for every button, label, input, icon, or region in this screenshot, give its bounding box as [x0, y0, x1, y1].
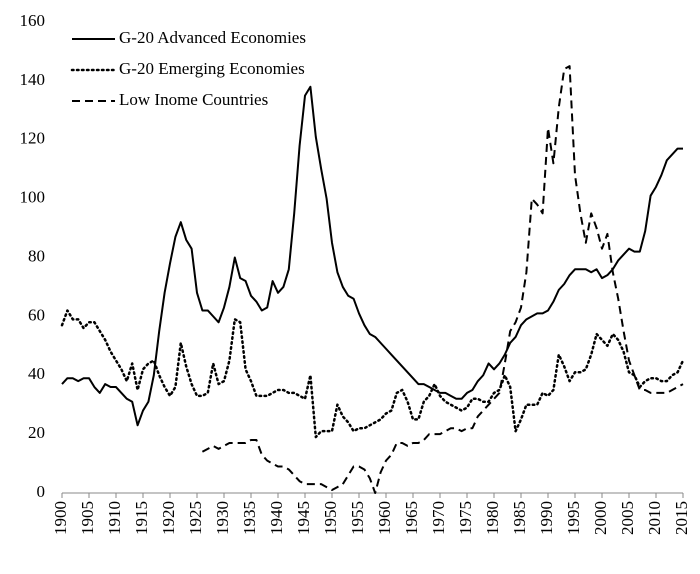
- x-tick-label: 1925: [186, 501, 205, 535]
- x-tick-label: 1905: [78, 501, 97, 535]
- x-tick-label: 1960: [375, 501, 394, 535]
- x-tick-label: 1955: [348, 501, 367, 535]
- x-tick-label: 2015: [672, 501, 691, 535]
- y-tick-label: 40: [28, 364, 45, 383]
- x-tick-label: 1990: [537, 501, 556, 535]
- y-tick-label: 100: [20, 188, 46, 207]
- series-line: [61, 85, 683, 427]
- x-tick-label: 1965: [402, 501, 421, 535]
- x-tick-label: 1940: [267, 501, 286, 535]
- x-tick-label: 1900: [51, 501, 70, 535]
- y-tick-label: 20: [28, 423, 45, 442]
- series-line: [201, 65, 684, 494]
- y-tick-label: 80: [28, 246, 45, 265]
- y-tick-label: 120: [20, 129, 46, 148]
- y-tick-label: 0: [37, 482, 46, 501]
- x-tick-label: 2000: [591, 501, 610, 535]
- x-tick-label: 1985: [510, 501, 529, 535]
- x-tick-label: 2010: [645, 501, 664, 535]
- x-tick-label: 2005: [618, 501, 637, 535]
- x-tick-label: 1975: [456, 501, 475, 535]
- x-tick-label: 1945: [294, 501, 313, 535]
- legend-label: G-20 Advanced Economies: [119, 28, 306, 47]
- x-tick-label: 1995: [564, 501, 583, 535]
- y-tick-label: 60: [28, 305, 45, 324]
- series-line: [60, 309, 685, 439]
- y-tick-label: 160: [20, 11, 46, 30]
- y-tick-label: 140: [20, 70, 46, 89]
- x-tick-label: 1970: [429, 501, 448, 535]
- legend-label: G-20 Emerging Economies: [119, 59, 305, 78]
- x-tick-label: 1980: [483, 501, 502, 535]
- x-tick-label: 1930: [213, 501, 232, 535]
- x-tick-label: 1920: [159, 501, 178, 535]
- x-tick-label: 1915: [132, 501, 151, 535]
- legend-label: Low Inome Countries: [119, 90, 268, 109]
- x-tick-label: 1910: [105, 501, 124, 535]
- x-tick-label: 1935: [240, 501, 259, 535]
- x-tick-label: 1950: [321, 501, 340, 535]
